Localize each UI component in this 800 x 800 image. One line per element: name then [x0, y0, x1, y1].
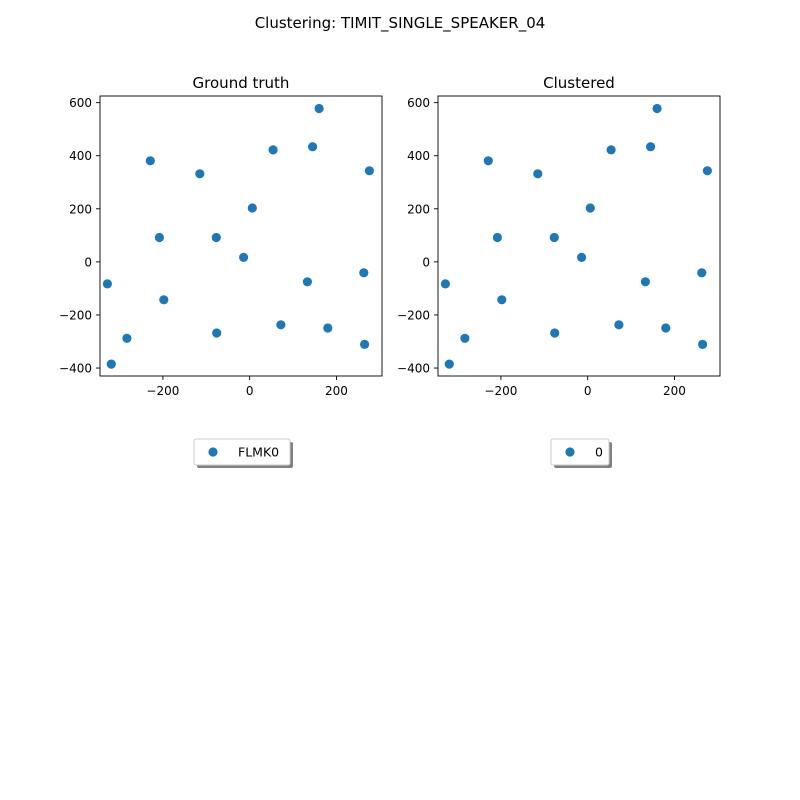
figure-title: Clustering: TIMIT_SINGLE_SPEAKER_04 [255, 14, 546, 33]
axes-frame [99, 95, 383, 377]
legend-box [193, 438, 291, 466]
legend-label: FLMK0 [238, 445, 279, 460]
y-tick-label: 200 [407, 202, 430, 216]
scatter-points [102, 103, 374, 369]
axes-frame [437, 95, 721, 377]
data-point [440, 279, 450, 289]
data-point [247, 203, 257, 213]
data-point [102, 279, 112, 289]
data-point [308, 142, 318, 152]
data-point [640, 277, 651, 287]
subplot-ground-truth: Ground truth −200 0 200 −400 −200 0 200 400 600 FL… [59, 74, 383, 468]
data-point [360, 339, 370, 349]
x-tick-label: 0 [246, 384, 254, 398]
data-point [614, 320, 624, 330]
y-tick-label: 0 [422, 255, 430, 269]
legend-box [550, 438, 610, 466]
x-tick-label: −200 [146, 384, 179, 398]
data-point [483, 156, 493, 166]
y-tick-label: 0 [84, 255, 92, 269]
subplots: Ground truth −200 0 200 −400 −200 0 200 400 600 FL… [59, 74, 721, 468]
data-point [606, 145, 616, 155]
data-point [276, 320, 286, 330]
data-point [106, 359, 116, 369]
y-tick-label: 200 [69, 202, 92, 216]
y-tick-label: −400 [397, 362, 430, 376]
y-tick-label: −200 [397, 308, 430, 322]
data-point [323, 323, 333, 333]
data-point [444, 359, 454, 369]
y-tick-label: −400 [59, 362, 92, 376]
y-tick-label: −200 [59, 308, 92, 322]
legend-marker [565, 447, 575, 457]
y-tick-label: 400 [69, 149, 92, 163]
data-point [646, 142, 656, 152]
legend: 0 [550, 438, 612, 468]
data-point [697, 268, 707, 278]
legend-marker [208, 447, 218, 457]
data-point [497, 295, 507, 305]
data-point [577, 252, 587, 262]
data-point [195, 169, 205, 179]
data-point [239, 252, 249, 262]
data-point [460, 333, 470, 343]
subplot-clustered: Clustered −200 0 200 −400 −200 0 200 400 600 0 [397, 74, 721, 468]
x-tick-label: 200 [663, 384, 686, 398]
data-point [145, 156, 155, 166]
data-point [533, 169, 543, 179]
data-point [314, 103, 324, 114]
data-point [652, 103, 662, 114]
data-point [159, 295, 169, 305]
data-point [661, 323, 671, 333]
data-point [549, 232, 559, 243]
data-point [698, 339, 708, 349]
y-tick-label: 400 [407, 149, 430, 163]
data-point [585, 203, 595, 213]
data-point [211, 232, 221, 243]
data-point [550, 328, 560, 338]
y-tick-label: 600 [69, 96, 92, 110]
x-tick-label: −200 [484, 384, 517, 398]
x-tick-label: 0 [584, 384, 592, 398]
x-tick-label: 200 [325, 384, 348, 398]
legend-label: 0 [595, 445, 603, 460]
legend: FLMK0 [193, 438, 293, 468]
data-point [492, 232, 502, 243]
data-point [154, 232, 164, 243]
data-point [302, 277, 312, 287]
subplot-title: Clustered [543, 74, 615, 92]
data-point [702, 166, 713, 176]
y-tick-label: 600 [407, 96, 430, 110]
scatter-points [440, 103, 713, 369]
data-point [212, 328, 222, 338]
data-point [364, 166, 374, 176]
subplot-title: Ground truth [193, 74, 290, 92]
data-point [122, 333, 132, 343]
data-point [359, 268, 369, 278]
data-point [268, 145, 278, 155]
